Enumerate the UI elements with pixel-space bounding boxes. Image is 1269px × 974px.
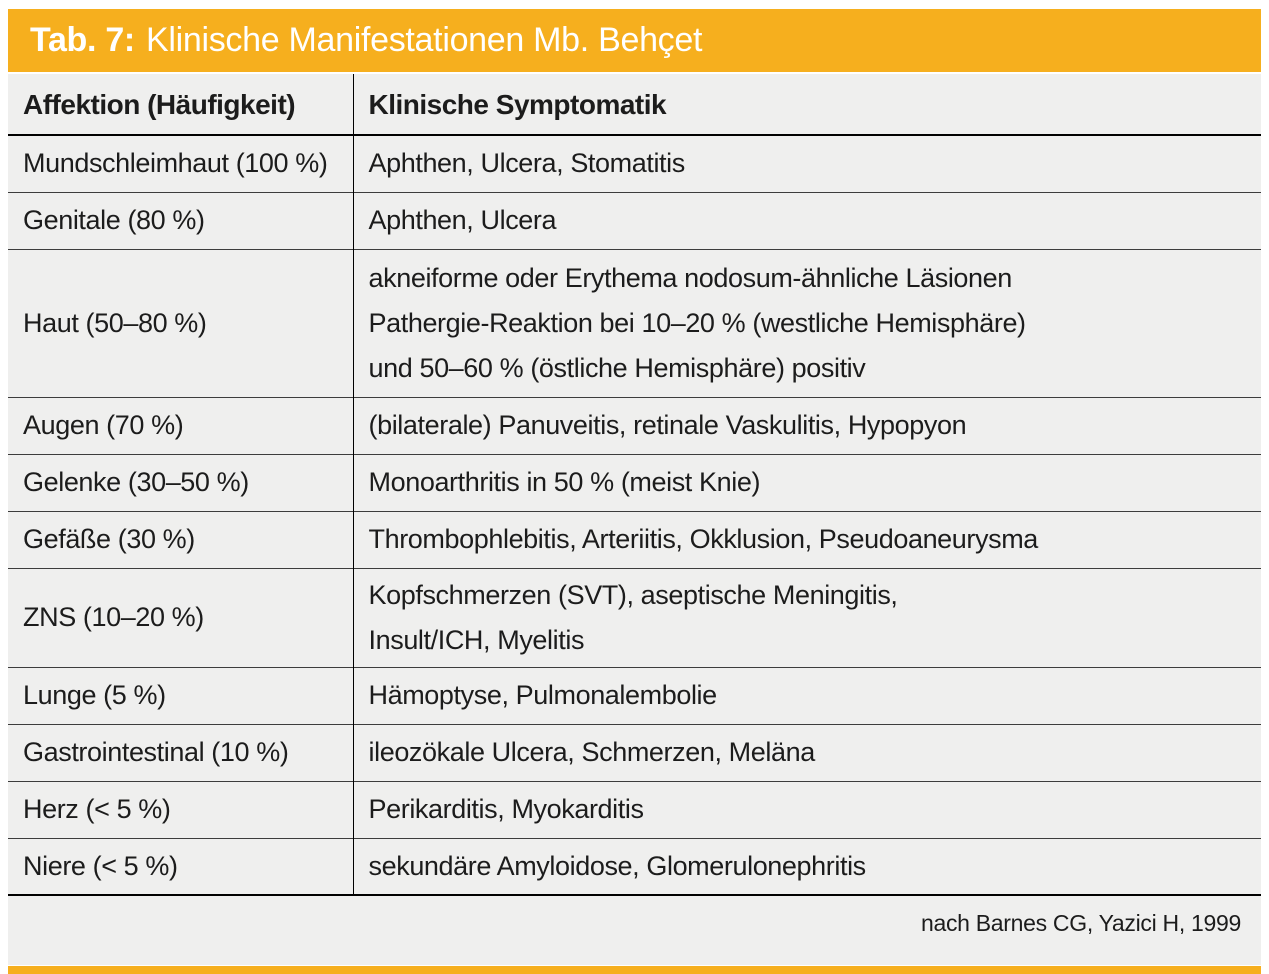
affektion-cell: Lunge (5 %) bbox=[8, 666, 354, 724]
symptomatik-cell: Kopfschmerzen (SVT), aseptische Meningit… bbox=[353, 567, 1261, 667]
affektion-cell: Genitale (80 %) bbox=[8, 191, 354, 249]
table-row: Gelenke (30–50 %) Monoarthritis in 50 % … bbox=[8, 453, 1261, 511]
table-title-bar: Tab. 7: Klinische Manifestationen Mb. Be… bbox=[8, 9, 1261, 72]
page-title: Klinische Manifestationen Mb. Behçet bbox=[145, 21, 703, 59]
table-row: Genitale (80 %) Aphthen, Ulcera bbox=[8, 191, 1261, 249]
table-row: ZNS (10–20 %) Kopfschmerzen (SVT), asept… bbox=[8, 567, 1261, 667]
table-row: Gastrointestinal (10 %) ileozökale Ulcer… bbox=[8, 723, 1261, 781]
symptomatik-cell: akneiforme oder Erythema nodosum-ähnlich… bbox=[353, 248, 1261, 397]
table-panel: Affektion (Häufigkeit) Klinische Symptom… bbox=[8, 74, 1261, 965]
table-number: Tab. 7: bbox=[30, 21, 135, 59]
symptomatik-cell: Hämoptyse, Pulmonalembolie bbox=[353, 666, 1261, 724]
symptomatik-cell: sekundäre Amyloidose, Glomerulonephritis bbox=[353, 837, 1261, 895]
column-header-affektion: Affektion (Häufigkeit) bbox=[8, 74, 354, 136]
affektion-cell: Gefäße (30 %) bbox=[8, 510, 354, 568]
affektion-cell: Augen (70 %) bbox=[8, 396, 354, 454]
table-row: Haut (50–80 %) akneiforme oder Erythema … bbox=[8, 248, 1261, 397]
table-row: Lunge (5 %) Hämoptyse, Pulmonalembolie bbox=[8, 666, 1261, 724]
affektion-cell: Gastrointestinal (10 %) bbox=[8, 723, 354, 781]
table-header-row: Affektion (Häufigkeit) Klinische Symptom… bbox=[8, 74, 1261, 136]
bottom-accent-bar bbox=[8, 966, 1261, 974]
table-row: Mundschleimhaut (100 %) Aphthen, Ulcera,… bbox=[8, 135, 1261, 192]
symptomatik-cell: Aphthen, Ulcera bbox=[353, 191, 1261, 249]
symptomatik-cell: Thrombophlebitis, Arteriitis, Okklusion,… bbox=[353, 510, 1261, 568]
source-citation: nach Barnes CG, Yazici H, 1999 bbox=[921, 910, 1241, 936]
affektion-cell: Mundschleimhaut (100 %) bbox=[8, 135, 354, 192]
affektion-cell: Gelenke (30–50 %) bbox=[8, 453, 354, 511]
table-row: Augen (70 %) (bilaterale) Panuveitis, re… bbox=[8, 396, 1261, 454]
symptomatik-cell: Perikarditis, Myokarditis bbox=[353, 780, 1261, 838]
affektion-cell: Niere (< 5 %) bbox=[8, 837, 354, 895]
table-row: Gefäße (30 %) Thrombophlebitis, Arteriit… bbox=[8, 510, 1261, 568]
table-row: Niere (< 5 %) sekundäre Amyloidose, Glom… bbox=[8, 837, 1261, 895]
affektion-cell: ZNS (10–20 %) bbox=[8, 567, 354, 667]
table-row: Herz (< 5 %) Perikarditis, Myokarditis bbox=[8, 780, 1261, 838]
symptomatik-cell: (bilaterale) Panuveitis, retinale Vaskul… bbox=[353, 396, 1261, 454]
symptomatik-cell: Monoarthritis in 50 % (meist Knie) bbox=[353, 453, 1261, 511]
clinical-manifestations-table: Affektion (Häufigkeit) Klinische Symptom… bbox=[8, 74, 1261, 896]
column-header-symptomatik: Klinische Symptomatik bbox=[353, 74, 1261, 136]
affektion-cell: Haut (50–80 %) bbox=[8, 248, 354, 397]
symptomatik-cell: Aphthen, Ulcera, Stomatitis bbox=[368, 148, 686, 179]
affektion-cell: Herz (< 5 %) bbox=[8, 780, 354, 838]
symptomatik-cell: ileozökale Ulcera, Schmerzen, Meläna bbox=[353, 723, 1261, 781]
